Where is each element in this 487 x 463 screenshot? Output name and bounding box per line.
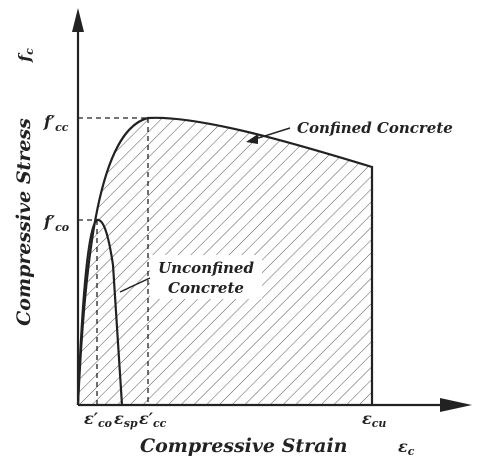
- unconfined-label: Concrete: [168, 279, 244, 297]
- strain-mark: ε′cc: [139, 409, 167, 430]
- strain-mark: ε′co: [84, 409, 112, 430]
- x-symbol: εc: [398, 437, 415, 458]
- leader-arrow: [246, 134, 258, 144]
- label-box: [150, 255, 262, 299]
- stress-mark: f′cc: [43, 112, 69, 134]
- stress-mark: f′co: [43, 212, 69, 234]
- leader: [251, 127, 291, 141]
- unconfined-curve: [76, 218, 124, 406]
- x-axis-label: Compressive Strain: [140, 435, 348, 457]
- unconfined-label: Unconfined: [158, 259, 254, 277]
- guide-lines: [78, 117, 149, 405]
- x-arrow: [440, 398, 472, 412]
- confined-label: Confined Concrete: [297, 119, 453, 137]
- strain-mark: εcu: [362, 409, 386, 430]
- y-arrow: [72, 8, 84, 32]
- y-axis-label: Compressive Stress: [13, 118, 35, 326]
- leader: [119, 277, 151, 293]
- y-symbol: fc: [15, 48, 36, 63]
- strain-mark: εsp: [114, 409, 138, 430]
- axes: [76, 28, 455, 407]
